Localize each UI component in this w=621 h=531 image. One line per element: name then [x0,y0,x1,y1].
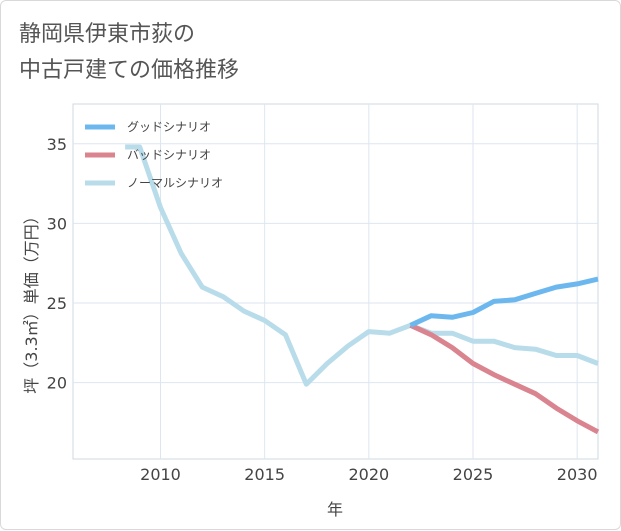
x-tick-label: 2025 [453,465,494,484]
y-tick-label: 25 [47,294,67,313]
series-line-0 [409,276,599,328]
legend-label: ノーマルシナリオ [127,176,223,190]
x-tick-label: 2030 [557,465,598,484]
y-axis-ticks: 20 25 30 35 [47,135,67,393]
y-tick-label: 35 [47,135,67,154]
x-tick-label: 2020 [348,465,389,484]
series-line-1 [409,323,600,435]
y-tick-label: 20 [47,374,67,393]
chart-title-line-1: 静岡県伊東市荻の [19,22,196,47]
series-line-2 [125,144,599,387]
grid-lines [73,104,598,459]
x-axis-label: 年 [327,500,343,519]
x-tick-label: 2015 [244,465,285,484]
x-tick-label: 2010 [140,465,181,484]
y-axis-label: 坪（3.3㎡）単価（万円） [22,208,41,393]
y-tick-label: 30 [47,214,67,233]
legend-label: バッドシナリオ [127,148,211,162]
chart-title: 静岡県伊東市荻の 中古戸建ての価格推移 [19,17,239,89]
x-axis-ticks: 2010 2015 2020 2025 2030 [140,465,597,484]
chart-title-line-2: 中古戸建ての価格推移 [19,58,240,83]
legend-label: グッドシナリオ [127,120,211,134]
series-layer [125,144,600,435]
